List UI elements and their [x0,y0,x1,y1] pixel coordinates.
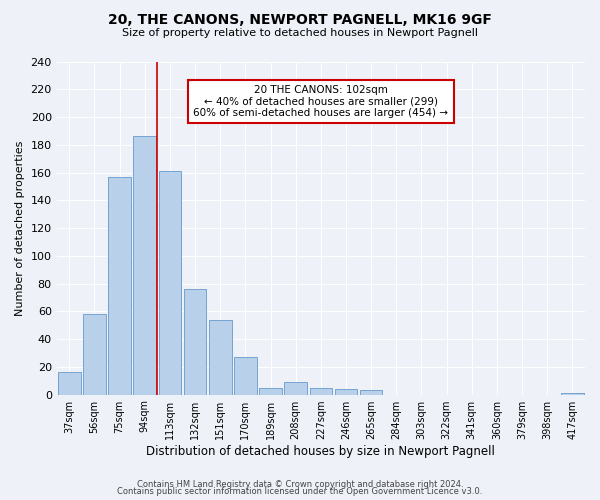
Bar [234,357,257,395]
Bar [58,372,80,394]
Bar [310,388,332,394]
Bar [108,176,131,394]
Bar [284,382,307,394]
Text: Contains HM Land Registry data © Crown copyright and database right 2024.: Contains HM Land Registry data © Crown c… [137,480,463,489]
X-axis label: Distribution of detached houses by size in Newport Pagnell: Distribution of detached houses by size … [146,444,495,458]
Bar [209,320,232,394]
Y-axis label: Number of detached properties: Number of detached properties [15,140,25,316]
Bar [259,388,282,394]
Text: 20 THE CANONS: 102sqm
← 40% of detached houses are smaller (299)
60% of semi-det: 20 THE CANONS: 102sqm ← 40% of detached … [193,85,448,118]
Text: Size of property relative to detached houses in Newport Pagnell: Size of property relative to detached ho… [122,28,478,38]
Bar [83,314,106,394]
Bar [335,389,358,394]
Bar [184,289,206,395]
Text: 20, THE CANONS, NEWPORT PAGNELL, MK16 9GF: 20, THE CANONS, NEWPORT PAGNELL, MK16 9G… [108,12,492,26]
Bar [158,171,181,394]
Bar [561,393,584,394]
Bar [133,136,156,394]
Bar [360,390,382,394]
Text: Contains public sector information licensed under the Open Government Licence v3: Contains public sector information licen… [118,487,482,496]
